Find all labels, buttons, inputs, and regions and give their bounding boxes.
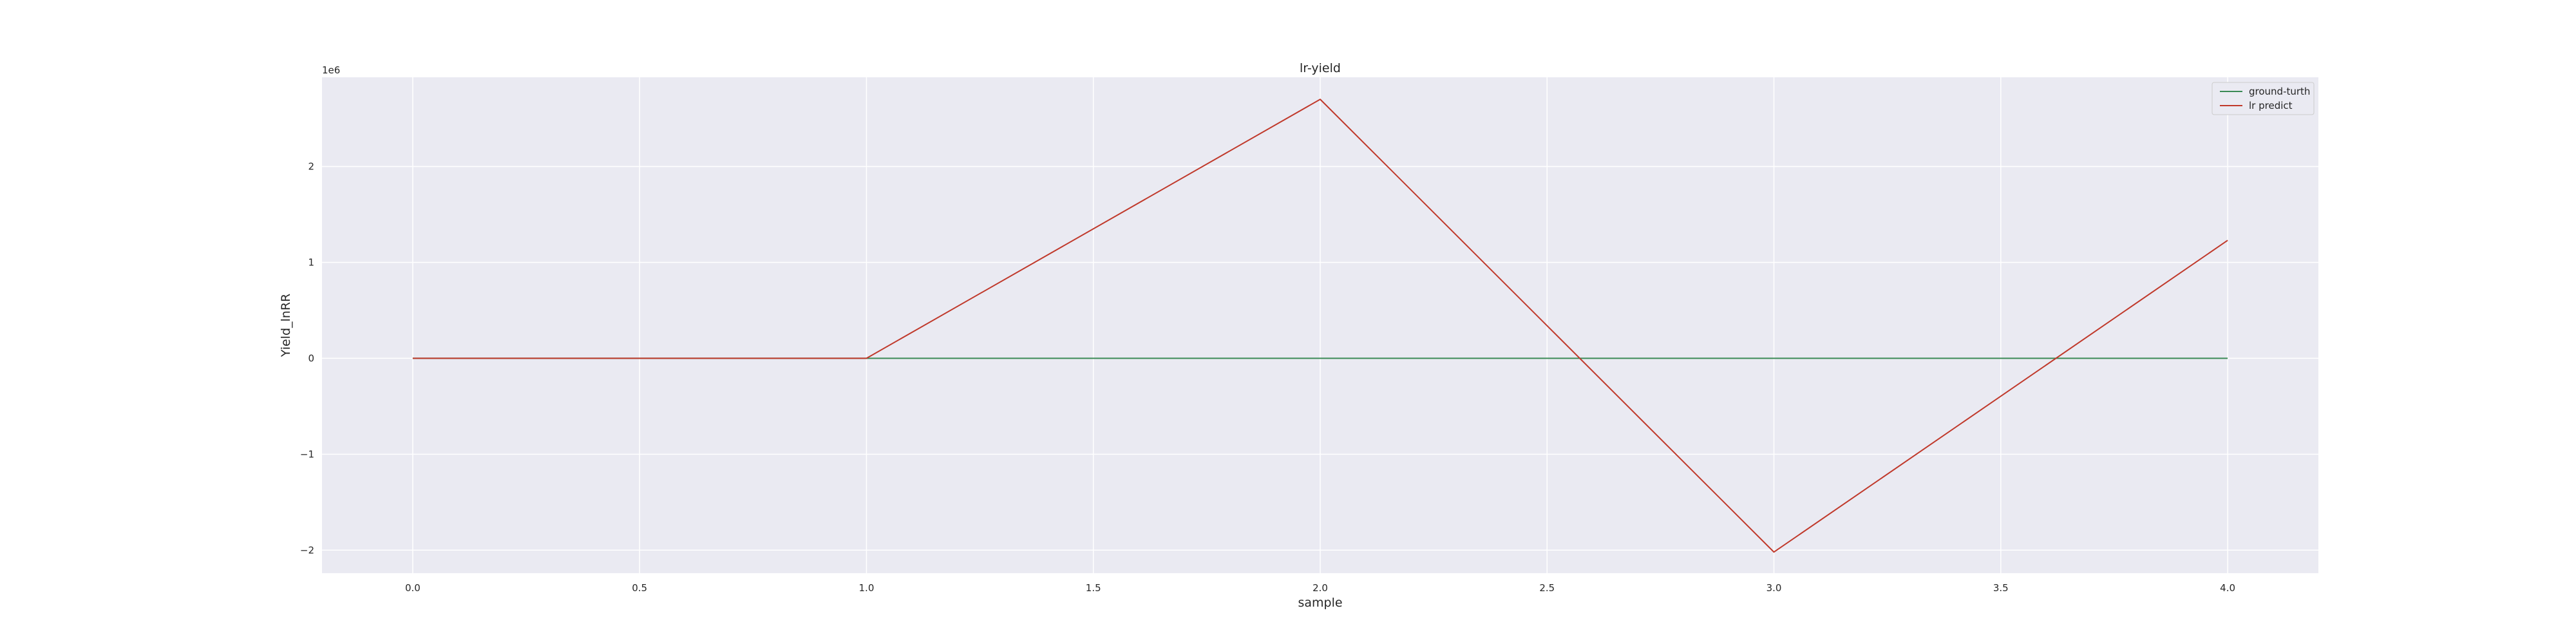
y-axis-title: Yield_lnRR (279, 294, 293, 357)
series-line-lr-predict (412, 99, 2228, 553)
y-tick-label: −2 (300, 544, 314, 556)
x-axis-title: sample (1298, 596, 1342, 610)
legend-label-lr-predict: lr predict (2249, 100, 2293, 111)
x-tick-label: 1.0 (859, 582, 875, 594)
y-axis-ticks: −2 −1 0 1 2 (300, 161, 314, 556)
grid (322, 77, 2318, 573)
x-tick-label: 2.0 (1312, 582, 1328, 594)
x-tick-label: 0.5 (632, 582, 647, 594)
x-tick-label: 1.5 (1086, 582, 1101, 594)
y-offset-label: 1e6 (322, 64, 340, 76)
legend: ground-turth lr predict (2211, 82, 2315, 115)
chart-title: lr-yield (1300, 61, 1341, 75)
y-tick-label: 1 (308, 256, 314, 268)
x-axis-ticks: 0.0 0.5 1.0 1.5 2.0 2.5 3.0 3.5 4.0 (405, 582, 2235, 594)
y-tick-label: −1 (300, 448, 314, 460)
y-tick-label: 2 (308, 161, 314, 173)
series-group (412, 99, 2228, 553)
x-tick-label: 0.0 (405, 582, 421, 594)
x-tick-label: 4.0 (2220, 582, 2235, 594)
legend-label-ground-turth: ground-turth (2249, 86, 2310, 97)
y-tick-label: 0 (308, 352, 314, 364)
x-tick-label: 2.5 (1539, 582, 1555, 594)
legend-box (2211, 82, 2315, 115)
x-tick-label: 3.0 (1766, 582, 1782, 594)
x-tick-label: 3.5 (1993, 582, 2009, 594)
